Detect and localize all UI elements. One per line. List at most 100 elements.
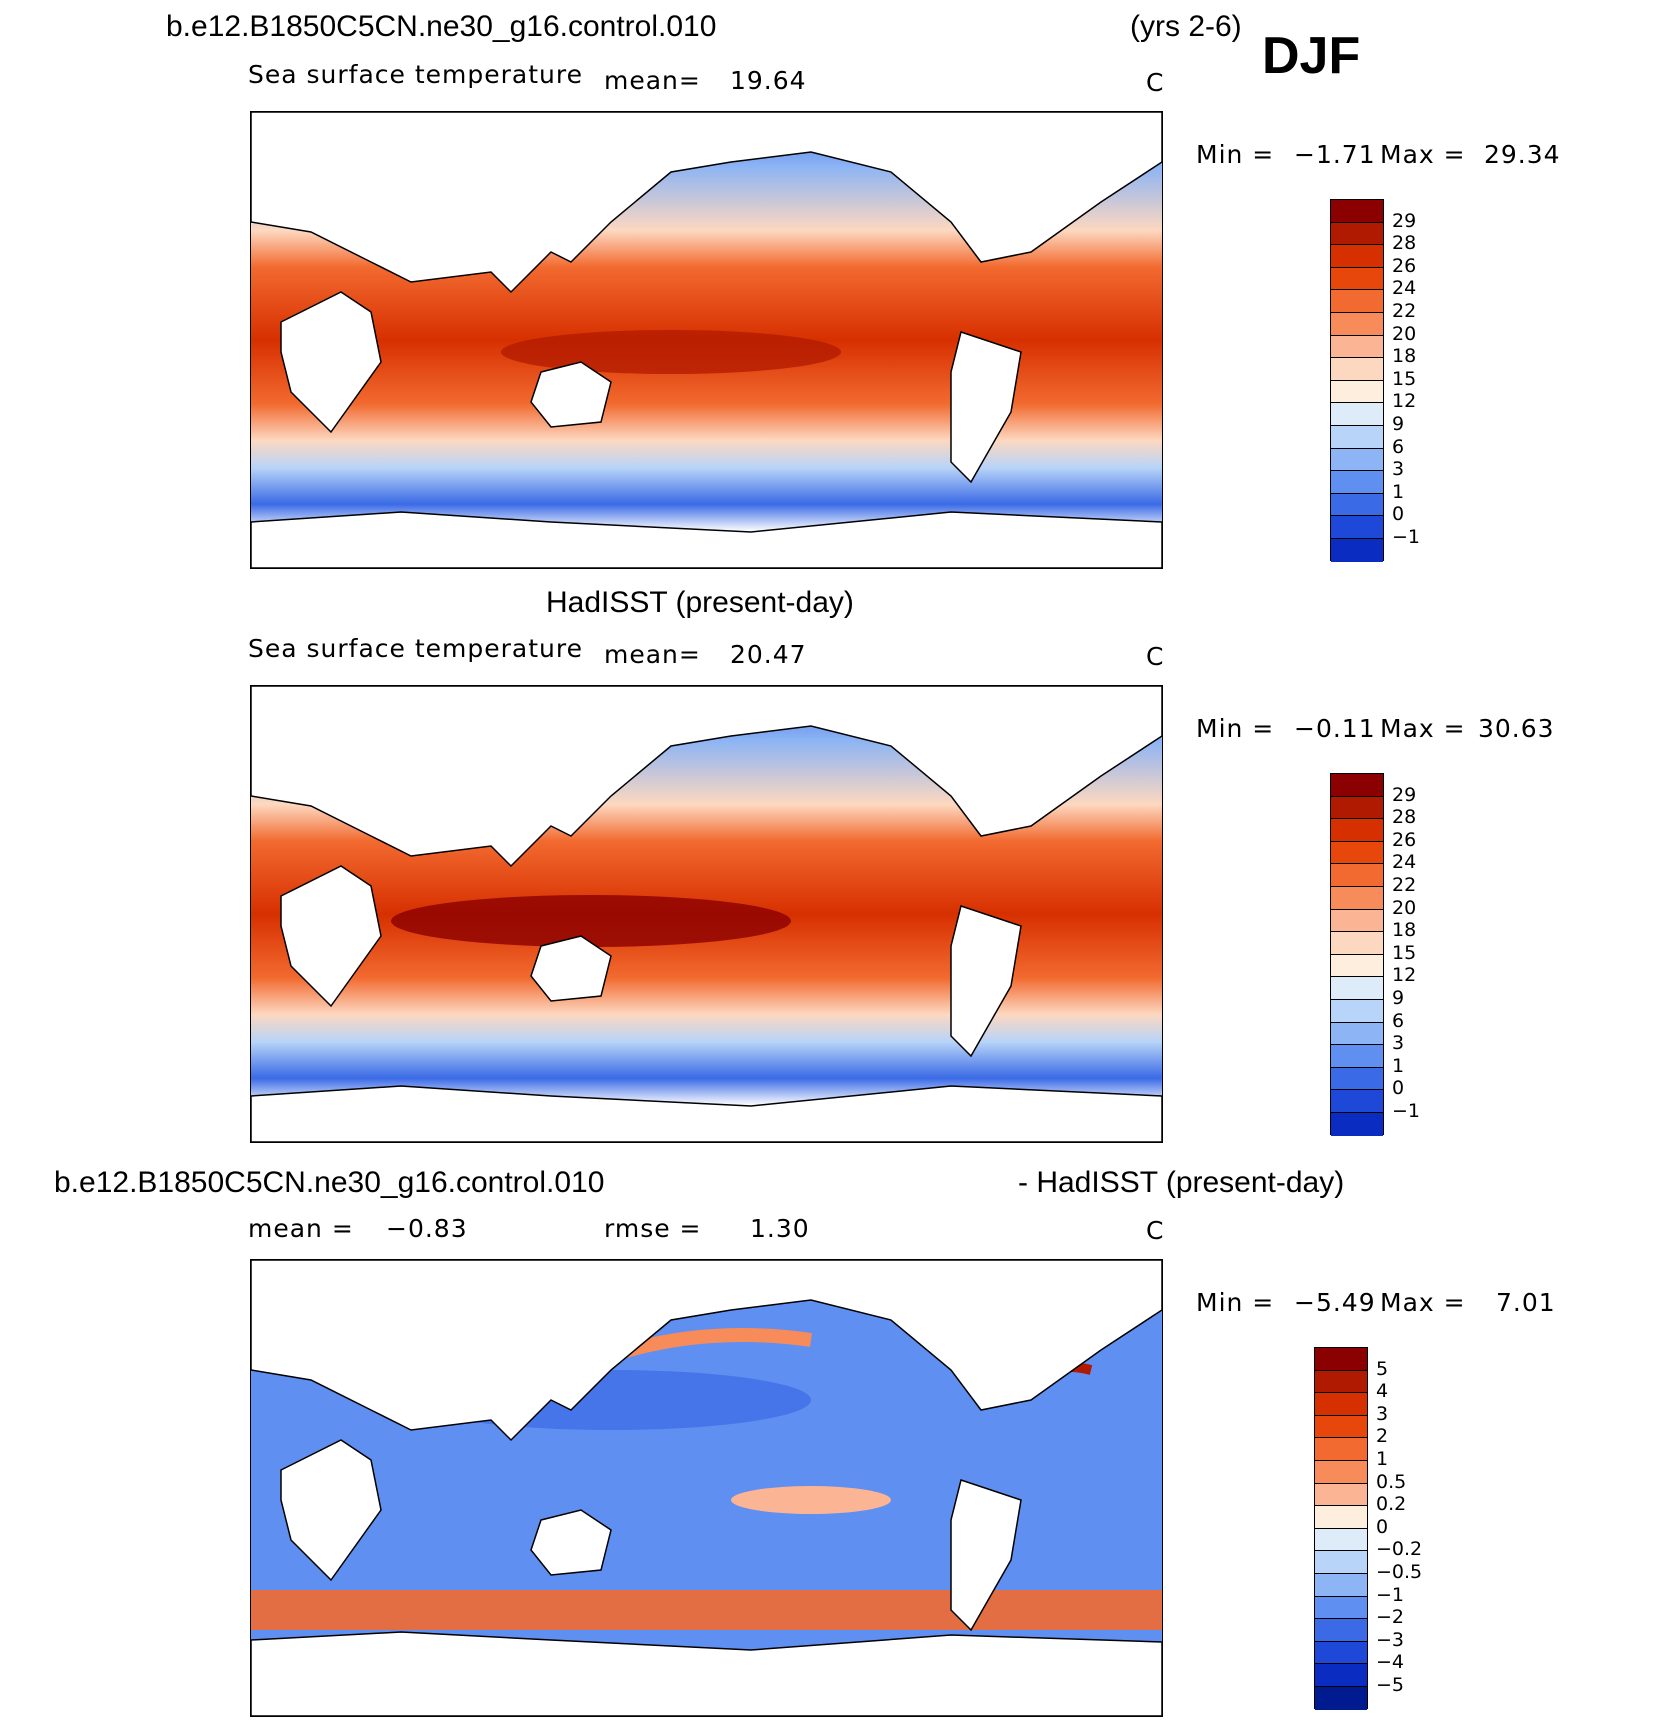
cbar2-seg (1331, 999, 1383, 1023)
cbar2-seg (1331, 1022, 1383, 1046)
panel2-variable: Sea surface temperature (248, 634, 583, 663)
panel1-units: C (1146, 68, 1165, 97)
panel3-mean-value: −0.83 (386, 1214, 468, 1243)
panel2-min-value: −0.11 (1294, 714, 1376, 743)
panel3-map (250, 1259, 1163, 1717)
cbar3-seg (1315, 1506, 1367, 1529)
cbar1-seg (1331, 380, 1383, 404)
cbar2-seg (1331, 864, 1383, 887)
colorbar-tick-label: 0.2 (1376, 1493, 1407, 1516)
diff-colorbar (1314, 1347, 1368, 1710)
colorbar-tick-label: 26 (1392, 254, 1417, 277)
cbar3-seg (1315, 1664, 1367, 1687)
sst-colorbar-2 (1330, 773, 1384, 1136)
colorbar-tick-label: 22 (1392, 300, 1417, 322)
cbar1-seg (1331, 493, 1383, 517)
colorbar-tick-label: 4 (1376, 1380, 1389, 1403)
colorbar-tick-label: 5 (1376, 1357, 1389, 1380)
panel1-min-value: −1.71 (1294, 140, 1376, 169)
cbar1-seg (1331, 335, 1383, 359)
cbar2-seg (1331, 1045, 1383, 1068)
colorbar-tick-label: −0.5 (1376, 1561, 1423, 1583)
colorbar-tick-label: 29 (1392, 783, 1417, 806)
cbar2-seg (1331, 841, 1383, 865)
cbar3-seg (1315, 1686, 1367, 1710)
cbar2-seg (1331, 977, 1383, 1000)
season-label: DJF (1262, 27, 1361, 85)
colorbar-tick-label: 18 (1392, 919, 1417, 942)
colorbar-tick-label: 9 (1392, 413, 1405, 435)
colorbar-tick-label: 0 (1392, 1077, 1405, 1100)
cbar3-seg (1315, 1483, 1367, 1507)
colorbar-tick-label: 0.5 (1376, 1470, 1407, 1493)
panel1-min-label: Min = (1196, 140, 1275, 169)
colorbar-tick-label: 24 (1392, 851, 1417, 874)
panel3-max-label: Max = (1380, 1288, 1466, 1317)
colorbar-tick-label: 1 (1392, 480, 1405, 503)
cbar1-seg (1331, 538, 1383, 562)
panel2-title: HadISST (present-day) (546, 586, 854, 619)
cbar2-seg (1331, 1090, 1383, 1113)
colorbar-tick-label: 12 (1392, 390, 1417, 413)
colorbar-tick-label: −1 (1376, 1583, 1405, 1606)
colorbar-tick-label: 18 (1392, 345, 1417, 368)
cbar2-seg (1331, 819, 1383, 842)
cbar3-seg (1315, 1641, 1367, 1665)
colorbar-tick-label: 20 (1392, 322, 1417, 345)
cbar3-seg (1315, 1460, 1367, 1484)
colorbar-tick-label: 29 (1392, 209, 1417, 232)
cbar2-seg (1331, 954, 1383, 978)
colorbar-tick-label: 15 (1392, 367, 1417, 390)
cbar3-seg (1315, 1528, 1367, 1552)
colorbar-tick-label: 1 (1376, 1448, 1389, 1470)
colorbar-tick-label: 0 (1376, 1515, 1389, 1538)
colorbar-tick-label: 24 (1392, 277, 1417, 300)
colorbar-tick-label: 1 (1392, 1054, 1405, 1077)
panel1-map (250, 111, 1163, 569)
colorbar-tick-label: −1 (1392, 526, 1421, 548)
cbar1-seg (1331, 471, 1383, 494)
panel3-min-label: Min = (1196, 1288, 1275, 1317)
cbar1-seg (1331, 312, 1383, 336)
cbar3-seg (1315, 1393, 1367, 1416)
panel1-mean-value: 19.64 (730, 66, 807, 95)
panel2-mean-value: 20.47 (730, 640, 807, 669)
colorbar-tick-label: 15 (1392, 941, 1417, 964)
panel1-mean-label: mean= (604, 66, 701, 95)
panel2-mean-label: mean= (604, 640, 701, 669)
cbar1-seg (1331, 222, 1383, 246)
cbar3-seg (1315, 1596, 1367, 1620)
panel3-title-right: - HadISST (present-day) (1018, 1166, 1345, 1199)
panel2-max-value: 30.63 (1478, 714, 1555, 743)
colorbar-tick-label: 26 (1392, 828, 1417, 851)
cbar1-seg (1331, 245, 1383, 268)
panel3-max-value: 7.01 (1496, 1288, 1556, 1317)
panel2-min-label: Min = (1196, 714, 1275, 743)
cbar1-seg (1331, 267, 1383, 291)
colorbar-tick-label: 28 (1392, 806, 1417, 829)
cbar2-seg (1331, 1112, 1383, 1136)
cbar3-seg (1315, 1348, 1367, 1371)
colorbar-tick-label: 20 (1392, 896, 1417, 919)
colorbar-tick-label: 6 (1392, 435, 1405, 458)
colorbar-tick-label: 6 (1392, 1009, 1405, 1032)
panel3-rmse-value: 1.30 (750, 1214, 810, 1243)
cbar3-seg (1315, 1573, 1367, 1597)
panel2-map (250, 685, 1163, 1143)
colorbar-tick-label: 2 (1376, 1425, 1389, 1448)
cbar3-seg (1315, 1551, 1367, 1574)
cbar3-seg (1315, 1415, 1367, 1439)
cbar1-seg (1331, 358, 1383, 381)
cbar2-seg (1331, 796, 1383, 820)
colorbar-tick-label: 3 (1376, 1402, 1389, 1425)
cbar1-seg (1331, 200, 1383, 223)
panel1-max-value: 29.34 (1484, 140, 1561, 169)
colorbar-tick-label: −5 (1376, 1674, 1405, 1696)
panel3-mean-label: mean = (248, 1214, 354, 1243)
panel3-title-left: b.e12.B1850C5CN.ne30_g16.control.010 (54, 1166, 605, 1199)
panel1-max-label: Max = (1380, 140, 1466, 169)
cbar3-seg (1315, 1370, 1367, 1394)
colorbar-tick-label: 9 (1392, 987, 1405, 1009)
panel3-min-value: −5.49 (1294, 1288, 1376, 1317)
colorbar-tick-label: 22 (1392, 874, 1417, 896)
